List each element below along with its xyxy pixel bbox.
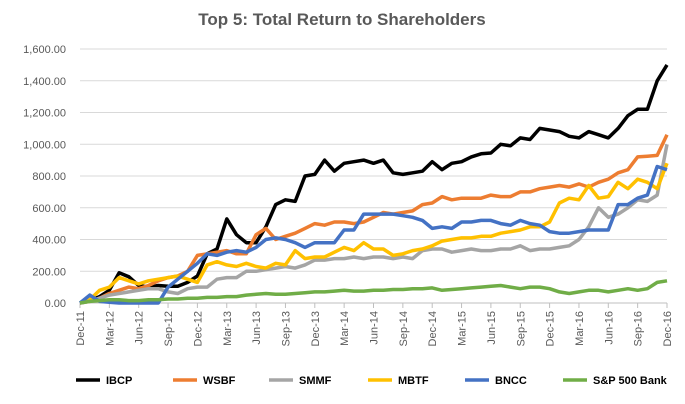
x-tick-label: Dec-11 bbox=[75, 311, 87, 346]
legend-item: BNCC bbox=[465, 375, 527, 387]
series-lines bbox=[78, 63, 669, 305]
legend-label: WSBF bbox=[203, 375, 236, 387]
x-tick-label: Jun-15 bbox=[486, 311, 498, 345]
legend: IBCP WSBF SMMF MBTF BNCC S&P 500 Bank bbox=[76, 375, 668, 387]
x-tick-label: Sep-16 bbox=[633, 311, 645, 346]
x-tick-label: Dec-16 bbox=[662, 311, 674, 346]
series-line-smmf bbox=[79, 143, 669, 305]
legend-label: IBCP bbox=[106, 375, 132, 387]
y-axis-ticks: 0.00 200.00 400.00 600.00 800.00 1,000.00 1,20… bbox=[23, 44, 66, 310]
legend-label: SMMF bbox=[299, 375, 332, 387]
y-tick-label: 200.00 bbox=[32, 266, 66, 278]
x-tick-label: Dec-14 bbox=[427, 311, 439, 346]
x-tick-label: Jun-16 bbox=[603, 311, 615, 345]
x-tick-label: Jun-14 bbox=[369, 311, 381, 345]
legend-label: BNCC bbox=[495, 375, 527, 387]
legend-item: SMMF bbox=[269, 375, 332, 387]
y-tick-label: 1,600.00 bbox=[23, 44, 66, 56]
y-tick-label: 400.00 bbox=[32, 235, 66, 247]
x-tick-label: Dec-13 bbox=[310, 311, 322, 346]
x-tick-label: Sep-13 bbox=[280, 311, 292, 346]
x-tick-label: Mar-15 bbox=[457, 311, 469, 346]
legend-label: S&P 500 Bank bbox=[593, 375, 668, 387]
x-tick-label: Sep-15 bbox=[515, 311, 527, 346]
gridlines bbox=[80, 48, 667, 304]
y-tick-label: 1,400.00 bbox=[23, 76, 66, 88]
y-tick-label: 1,200.00 bbox=[23, 108, 66, 120]
y-tick-label: 1,000.00 bbox=[23, 139, 66, 151]
legend-item: IBCP bbox=[76, 375, 132, 387]
y-tick-label: 800.00 bbox=[32, 171, 66, 183]
x-tick-label: Mar-12 bbox=[104, 311, 116, 346]
x-tick-label: Jun-13 bbox=[251, 311, 263, 345]
y-tick-label: 600.00 bbox=[32, 203, 66, 215]
legend-label: MBTF bbox=[398, 375, 429, 387]
x-tick-label: Mar-13 bbox=[222, 311, 234, 346]
legend-item: MBTF bbox=[368, 375, 429, 387]
x-tick-label: Mar-14 bbox=[339, 311, 351, 346]
legend-item: WSBF bbox=[173, 375, 236, 387]
x-tick-label: Sep-12 bbox=[163, 311, 175, 346]
y-tick-label: 0.00 bbox=[45, 298, 66, 310]
series-line-ibcp bbox=[79, 63, 669, 305]
x-axis-ticks: Dec-11 Mar-12 Jun-12 Sep-12 Dec-12 Mar-13 Jun-… bbox=[75, 303, 674, 346]
x-tick-label: Dec-12 bbox=[192, 311, 204, 346]
x-tick-label: Dec-15 bbox=[545, 311, 557, 346]
x-tick-label: Jun-12 bbox=[134, 311, 146, 345]
x-tick-label: Sep-14 bbox=[398, 311, 410, 346]
chart-title: Top 5: Total Return to Shareholders bbox=[198, 10, 485, 29]
legend-item: S&P 500 Bank bbox=[563, 375, 668, 387]
series-line-bncc bbox=[78, 164, 668, 305]
series-line-s-p-500-bank bbox=[79, 279, 668, 305]
series-line-mbtf bbox=[79, 162, 669, 305]
x-tick-label: Mar-16 bbox=[574, 311, 586, 346]
